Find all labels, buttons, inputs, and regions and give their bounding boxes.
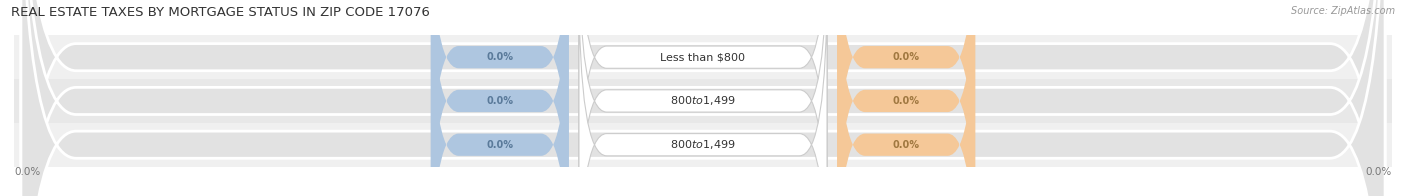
Text: 0.0%: 0.0% [893,96,920,106]
Text: Less than $800: Less than $800 [661,52,745,62]
FancyBboxPatch shape [838,0,976,196]
Bar [14,79,1392,123]
FancyBboxPatch shape [579,0,827,196]
FancyBboxPatch shape [430,0,568,196]
Text: REAL ESTATE TAXES BY MORTGAGE STATUS IN ZIP CODE 17076: REAL ESTATE TAXES BY MORTGAGE STATUS IN … [11,6,430,19]
FancyBboxPatch shape [21,0,1385,196]
Text: 0.0%: 0.0% [486,52,513,62]
FancyBboxPatch shape [21,0,1385,196]
Text: 0.0%: 0.0% [486,96,513,106]
FancyBboxPatch shape [21,0,1385,196]
FancyBboxPatch shape [430,0,568,196]
Text: 0.0%: 0.0% [486,140,513,150]
Bar [14,123,1392,167]
FancyBboxPatch shape [579,0,827,196]
FancyBboxPatch shape [430,0,568,196]
Text: 0.0%: 0.0% [893,52,920,62]
Text: 0.0%: 0.0% [1365,167,1392,177]
Text: $800 to $1,499: $800 to $1,499 [671,94,735,107]
FancyBboxPatch shape [838,0,976,196]
Text: $800 to $1,499: $800 to $1,499 [671,138,735,151]
FancyBboxPatch shape [579,0,827,196]
Text: 0.0%: 0.0% [14,167,41,177]
Bar [14,35,1392,79]
Text: 0.0%: 0.0% [893,140,920,150]
Text: Source: ZipAtlas.com: Source: ZipAtlas.com [1291,6,1395,16]
FancyBboxPatch shape [838,0,976,196]
